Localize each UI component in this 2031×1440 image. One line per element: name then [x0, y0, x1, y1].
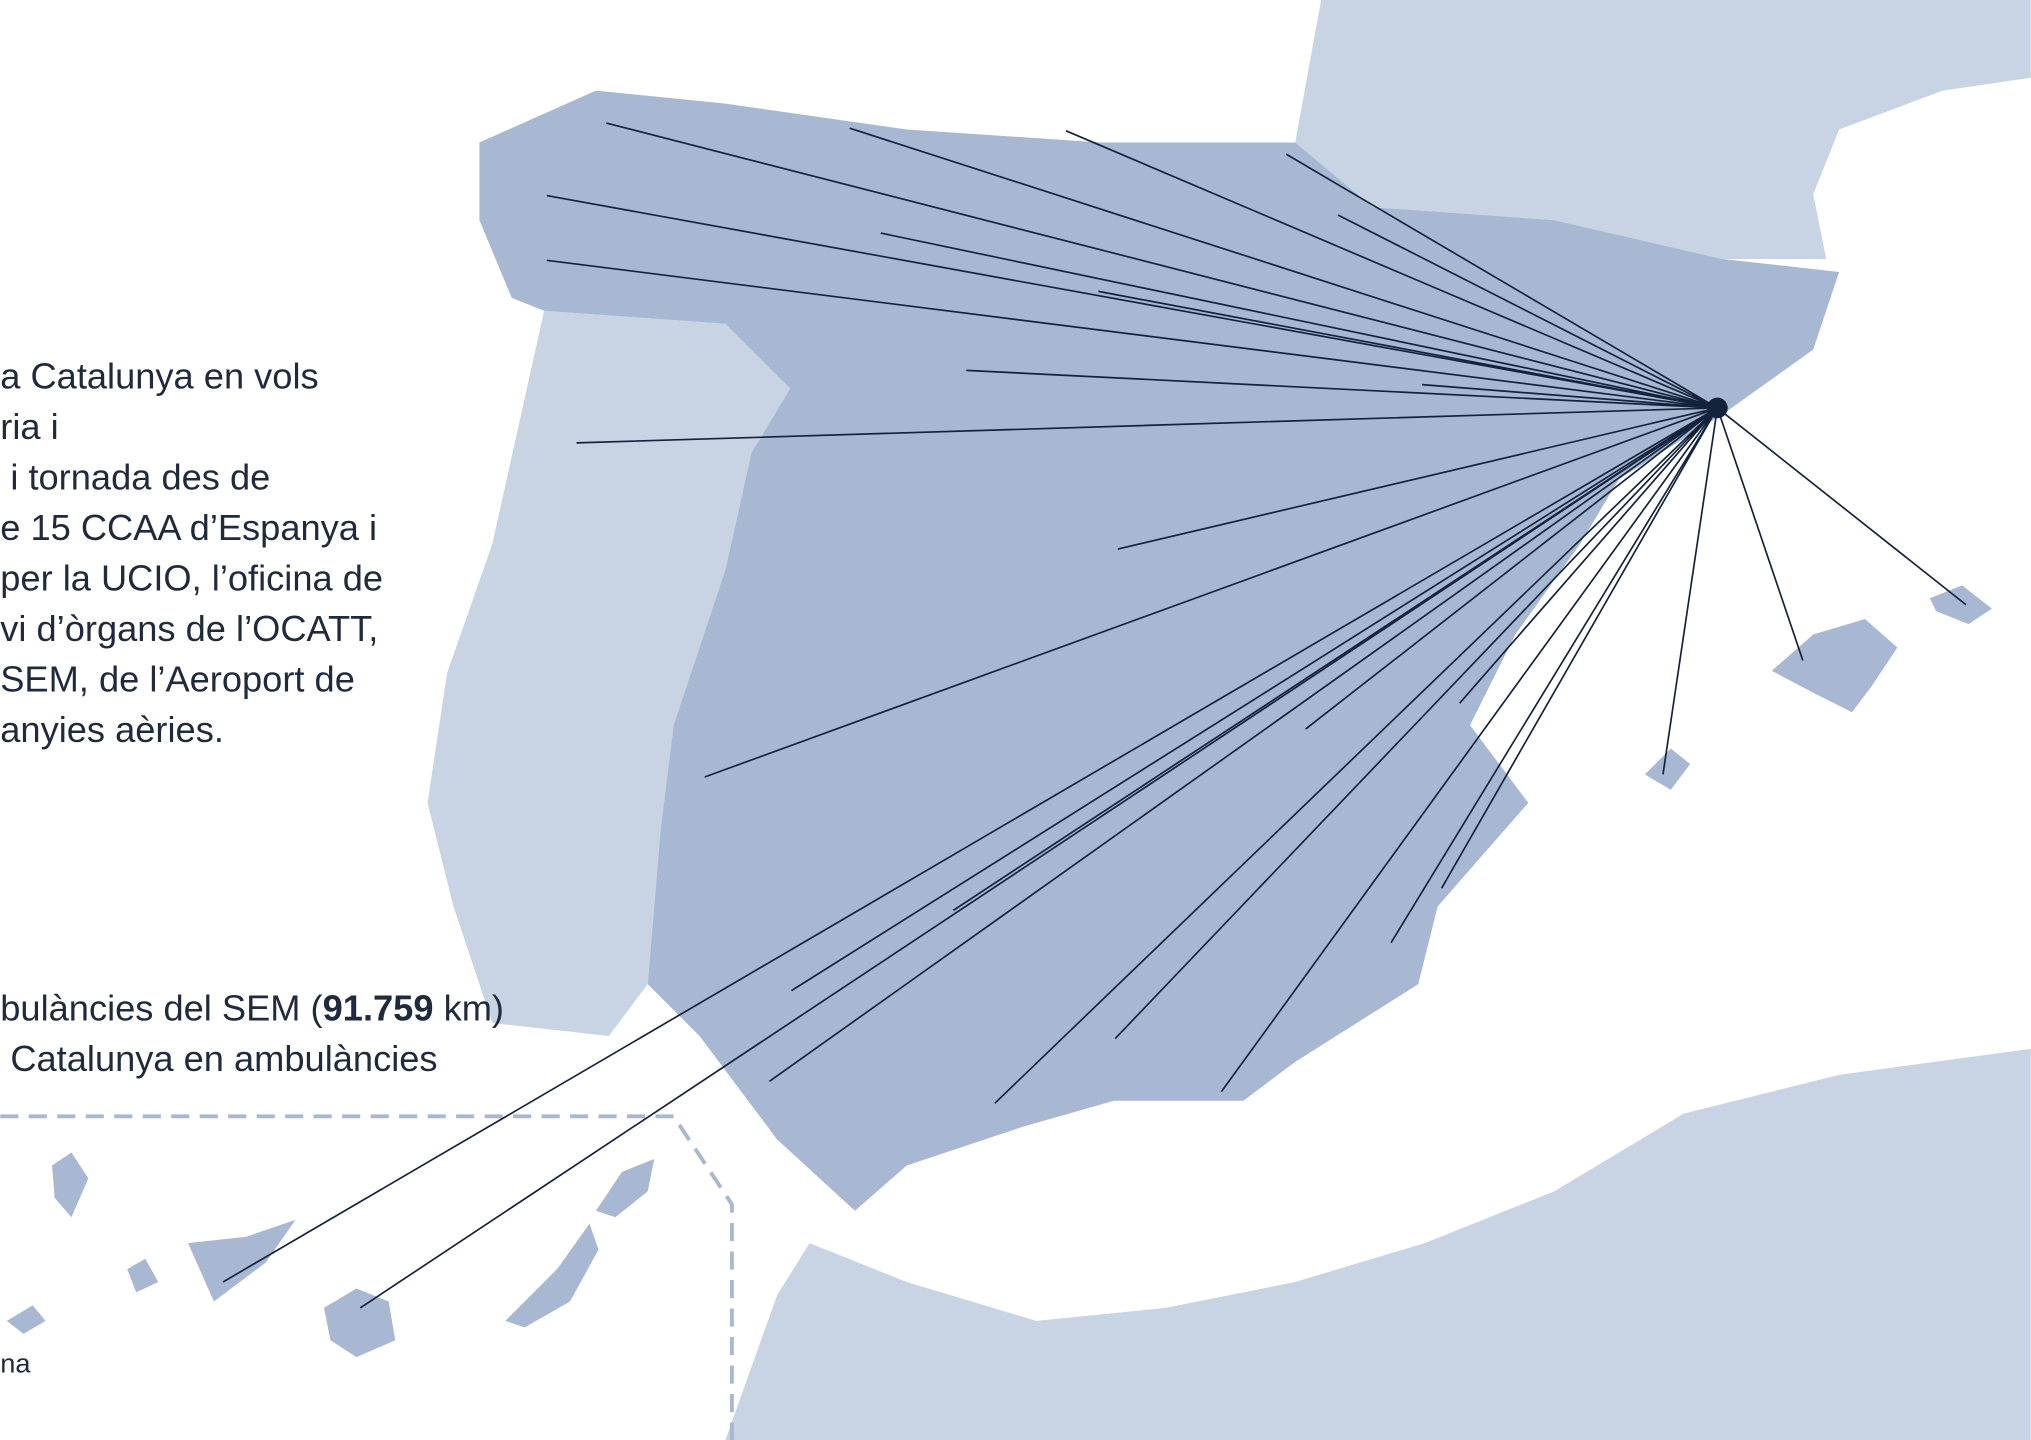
text-line: ria i [0, 406, 58, 447]
canary-6 [127, 1258, 159, 1293]
text-line: a Catalunya en vols [0, 355, 318, 396]
ibiza [1644, 748, 1691, 790]
text-part: km) [433, 987, 503, 1028]
inset-frame [0, 1114, 734, 1440]
canary-2 [323, 1288, 396, 1358]
canary-1 [188, 1219, 296, 1302]
spain [479, 90, 1840, 1211]
ambulance-line: bulàncies del SEM (91.759 km) [0, 987, 504, 1028]
portugal [427, 310, 791, 1036]
routes [222, 122, 1967, 1309]
text-line: SEM, de l’Aeroport de [0, 659, 355, 700]
menorca [1929, 585, 1992, 625]
text-line: vi d’òrgans de l’OCATT, [0, 608, 378, 649]
text-part: bulàncies del SEM ( [0, 987, 322, 1028]
text-line: i tornada des de [0, 456, 270, 497]
canary-7 [6, 1305, 46, 1334]
africa [725, 1048, 2031, 1440]
barcelona-hub [1707, 397, 1728, 419]
bold-figure: 91.759 [323, 987, 434, 1028]
canary-3 [505, 1223, 599, 1328]
text-line: anyies aèries. [0, 709, 224, 750]
inset-label: na [0, 1348, 31, 1379]
canary-5 [52, 1152, 89, 1218]
ambulance-line: Catalunya en ambulàncies [0, 1038, 437, 1079]
mallorca [1771, 618, 1898, 713]
text-block: a Catalunya en vols ria i i tornada des … [0, 355, 383, 750]
france [1295, 0, 2031, 259]
text-line: e 15 CCAA d’Espanya i [0, 507, 377, 548]
text-line: per la UCIO, l’oficina de [0, 558, 383, 599]
canary-4 [595, 1158, 655, 1218]
